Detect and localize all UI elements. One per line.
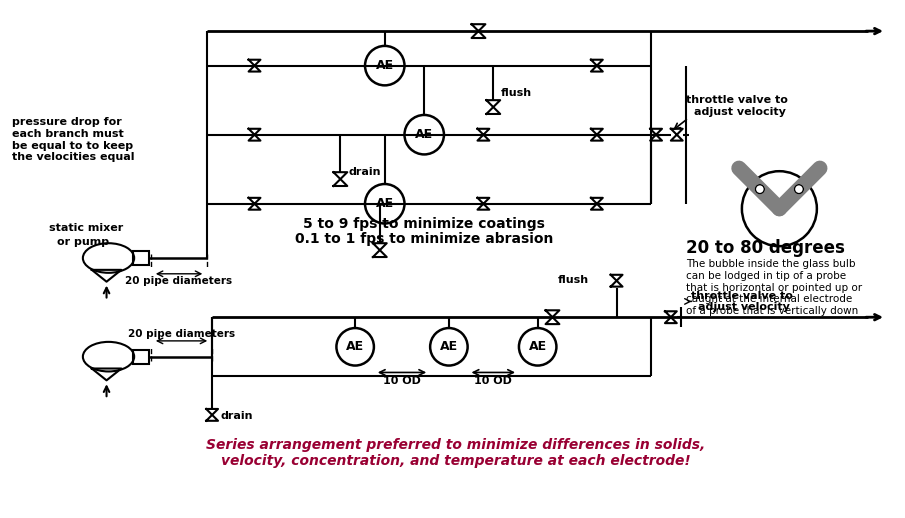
Text: adjust velocity: adjust velocity [693,107,786,117]
Text: 10 OD: 10 OD [383,377,421,386]
Text: AE: AE [415,128,433,141]
Text: be equal to to keep: be equal to to keep [12,140,133,151]
Text: AE: AE [346,340,364,353]
Text: can be lodged in tip of a probe: can be lodged in tip of a probe [686,271,846,281]
Text: pressure drop for: pressure drop for [12,117,121,127]
Text: flush: flush [557,275,589,285]
Text: 10 OD: 10 OD [474,377,512,386]
Text: throttle valve to: throttle valve to [686,95,787,105]
Text: 20 pipe diameters: 20 pipe diameters [126,276,233,286]
Text: flush: flush [501,88,532,98]
Text: that is horizontal or pointed up or: that is horizontal or pointed up or [686,283,862,293]
Text: each branch must: each branch must [12,128,124,139]
Text: AE: AE [440,340,458,353]
Text: 20 to 80 degrees: 20 to 80 degrees [686,239,844,257]
Text: AE: AE [376,197,394,210]
Text: caught at the internal electrode: caught at the internal electrode [686,294,852,305]
Text: drain: drain [348,167,381,177]
Text: of a probe that is vertically down: of a probe that is vertically down [686,306,858,316]
Circle shape [795,185,804,194]
Text: adjust velocity: adjust velocity [699,303,790,312]
Text: velocity, concentration, and temperature at each electrode!: velocity, concentration, and temperature… [221,454,691,468]
Text: drain: drain [220,411,252,421]
Text: AE: AE [529,340,547,353]
Text: The bubble inside the glass bulb: The bubble inside the glass bulb [686,259,855,269]
Circle shape [756,185,765,194]
Text: 5 to 9 fps to minimize coatings: 5 to 9 fps to minimize coatings [303,218,545,232]
Text: 20 pipe diameters: 20 pipe diameters [128,329,235,339]
Bar [133,350,149,364]
Text: 0.1 to 1 fps to minimize abrasion: 0.1 to 1 fps to minimize abrasion [295,232,554,246]
Text: AE: AE [376,59,394,72]
Text: Series arrangement preferred to minimize differences in solids,: Series arrangement preferred to minimize… [206,438,705,452]
Bar [133,251,149,265]
Text: static mixer: static mixer [50,223,124,234]
Text: or pump: or pump [57,237,110,247]
Text: throttle valve to: throttle valve to [691,291,793,300]
Text: the velocities equal: the velocities equal [12,152,134,162]
